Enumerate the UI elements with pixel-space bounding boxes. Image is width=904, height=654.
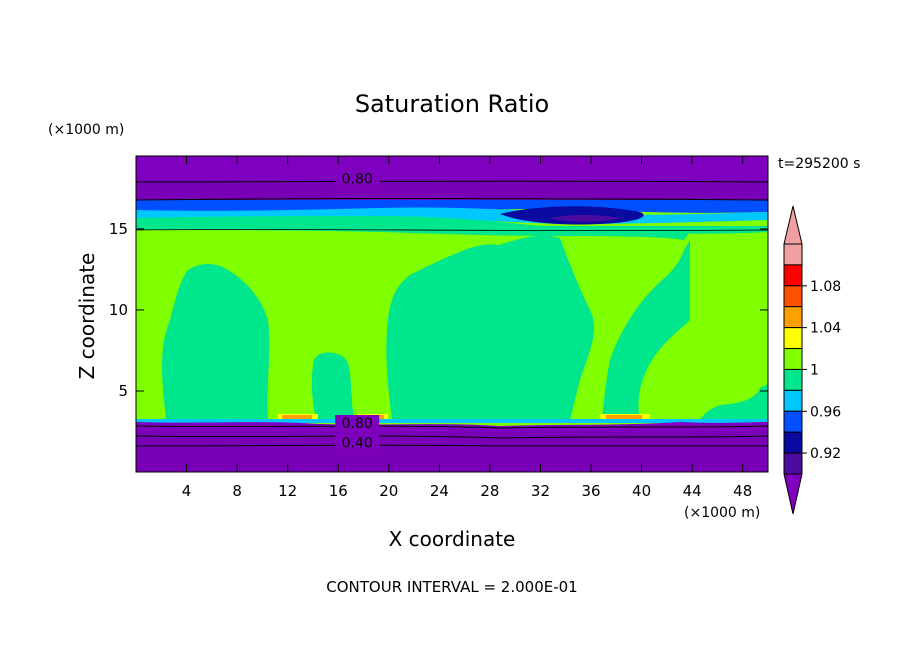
y-unit-label: (×1000 m) xyxy=(48,122,124,138)
contour-line-lower-3 xyxy=(136,444,768,447)
colorbar-segment xyxy=(783,327,803,350)
cloud-column-5 xyxy=(602,240,690,420)
chart-title: Saturation Ratio xyxy=(355,90,549,118)
contour-line-lower-2 xyxy=(136,435,768,439)
plot-frame xyxy=(135,155,769,473)
colorbar: 1.08 1.04 1 0.96 0.92 xyxy=(783,205,841,515)
x-tick-label: 44 xyxy=(683,482,702,500)
colorbar-label: 0.96 xyxy=(810,404,841,420)
x-axis-ticks: 4 8 12 16 20 24 28 32 36 40 44 48 xyxy=(182,156,752,500)
contour-label: 0.40 xyxy=(342,435,373,451)
y-tick-label: 15 xyxy=(109,220,128,238)
x-unit-label: (×1000 m) xyxy=(684,505,760,521)
x-tick-label: 12 xyxy=(278,482,297,500)
colorbar-over-arrow xyxy=(783,205,803,245)
x-tick-label: 4 xyxy=(182,482,192,500)
colorbar-segment xyxy=(783,348,803,370)
surface-moist-spot-2 xyxy=(282,415,312,419)
contour-line-mid xyxy=(136,229,768,231)
colorbar-segment xyxy=(783,285,803,308)
x-tick-label: 20 xyxy=(379,482,398,500)
colorbar-label: 1 xyxy=(810,362,819,378)
cloud-column-4 xyxy=(490,235,595,420)
x-tick-label: 24 xyxy=(430,482,449,500)
x-tick-label: 16 xyxy=(329,482,348,500)
contour-label: 0.80 xyxy=(342,171,373,187)
lower-dry-layer-inner xyxy=(136,432,768,472)
colorbar-segment xyxy=(783,368,803,391)
y-axis-ticks: 5 10 15 xyxy=(109,220,768,400)
colorbar-segment xyxy=(783,431,803,454)
cloud-column-2 xyxy=(311,352,356,420)
x-tick-label: 48 xyxy=(733,482,752,500)
cloud-patch-right xyxy=(700,384,768,420)
x-tick-label: 40 xyxy=(632,482,651,500)
contour-line-lower-1 xyxy=(136,425,768,429)
colorbar-segment xyxy=(783,452,803,475)
colorbar-segment xyxy=(783,389,803,412)
surface-cyan-line xyxy=(136,419,768,423)
colorbar-under-arrow xyxy=(783,473,803,515)
contour-labels: 0.80 0.80 0.40 xyxy=(335,170,380,451)
contour-label-bg xyxy=(335,170,380,186)
cloud-column-1 xyxy=(162,264,270,420)
upper-dry-layer-inner xyxy=(136,180,768,200)
colorbar-label: 1.04 xyxy=(810,321,841,337)
darkest-core xyxy=(550,215,620,222)
colorbar-segment xyxy=(783,264,803,287)
x-tick-label: 28 xyxy=(480,482,499,500)
colorbar-segment xyxy=(783,243,803,266)
contour-interval-note: CONTOUR INTERVAL = 2.000E-01 xyxy=(326,578,577,596)
upper-teal-band xyxy=(136,216,768,234)
x-tick-label: 8 xyxy=(232,482,242,500)
contour-label: 0.80 xyxy=(342,416,373,432)
y-tick-label: 5 xyxy=(118,382,128,400)
colorbar-segment xyxy=(783,410,803,433)
cloud-column-3 xyxy=(386,244,577,420)
x-tick-label: 36 xyxy=(581,482,600,500)
time-label: t=295200 s xyxy=(778,156,860,172)
y-axis-label: Z coordinate xyxy=(75,253,99,380)
y-tick-label: 10 xyxy=(109,301,128,319)
x-axis-label: X coordinate xyxy=(389,527,516,551)
colorbar-label: 1.08 xyxy=(810,279,841,295)
x-tick-label: 32 xyxy=(531,482,550,500)
contour-field: 0.80 0.80 0.40 xyxy=(136,156,768,472)
surface-moist-spot-6 xyxy=(606,415,642,419)
colorbar-label: 0.92 xyxy=(810,446,841,462)
contour-label-bg xyxy=(335,415,380,431)
contour-line-upper xyxy=(136,180,768,183)
contour-label-bg xyxy=(335,434,380,450)
colorbar-segment xyxy=(783,306,803,329)
contour-line-upper-2 xyxy=(136,198,768,201)
